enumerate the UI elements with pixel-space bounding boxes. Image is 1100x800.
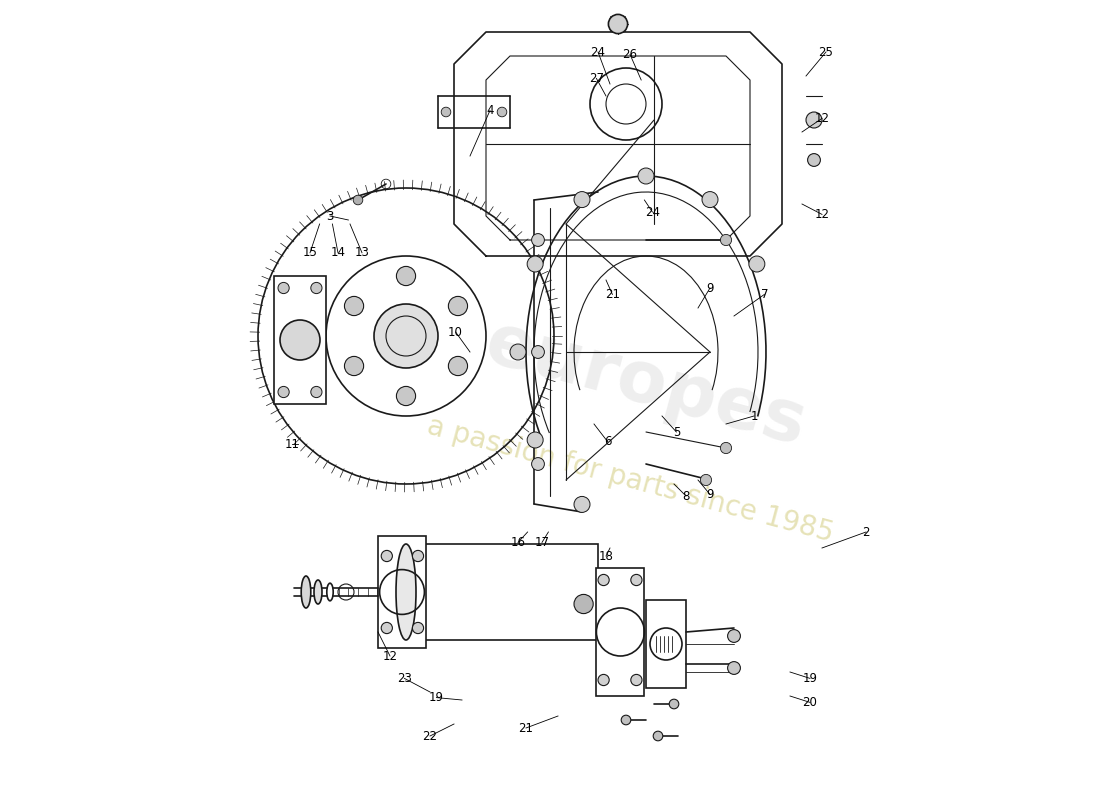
Circle shape [278, 386, 289, 398]
Text: 5: 5 [673, 426, 680, 438]
Text: 14: 14 [330, 246, 345, 259]
Text: a passion for parts since 1985: a passion for parts since 1985 [424, 412, 836, 548]
Text: 6: 6 [604, 435, 612, 448]
FancyBboxPatch shape [646, 600, 686, 688]
Circle shape [449, 297, 468, 316]
Circle shape [353, 195, 363, 205]
Circle shape [621, 715, 630, 725]
Circle shape [608, 14, 628, 34]
Text: 17: 17 [535, 536, 550, 549]
Circle shape [720, 234, 732, 246]
Circle shape [497, 107, 507, 117]
Circle shape [630, 674, 642, 686]
Circle shape [531, 346, 544, 358]
Ellipse shape [314, 580, 322, 604]
Circle shape [653, 731, 663, 741]
Circle shape [412, 622, 424, 634]
Circle shape [630, 574, 642, 586]
Circle shape [531, 234, 544, 246]
Circle shape [449, 357, 468, 376]
Circle shape [382, 550, 393, 562]
Circle shape [311, 282, 322, 294]
Circle shape [280, 320, 320, 360]
Text: 16: 16 [510, 536, 526, 549]
Circle shape [382, 622, 393, 634]
Text: 19: 19 [429, 691, 444, 704]
Text: 26: 26 [623, 48, 638, 61]
Circle shape [806, 112, 822, 128]
FancyBboxPatch shape [274, 276, 326, 404]
Text: 21: 21 [605, 288, 620, 301]
Text: 3: 3 [327, 210, 333, 222]
Text: 24: 24 [591, 46, 605, 58]
Circle shape [638, 168, 654, 184]
Circle shape [720, 442, 732, 454]
Text: 21: 21 [518, 722, 534, 734]
Text: 12: 12 [383, 650, 397, 662]
Text: 1: 1 [750, 410, 758, 422]
Circle shape [598, 674, 609, 686]
Circle shape [527, 256, 543, 272]
Circle shape [531, 458, 544, 470]
Text: 24: 24 [645, 206, 660, 218]
Circle shape [396, 266, 416, 286]
Circle shape [374, 304, 438, 368]
Text: 18: 18 [598, 550, 614, 562]
FancyBboxPatch shape [406, 544, 598, 640]
Text: 13: 13 [354, 246, 370, 259]
Ellipse shape [396, 544, 416, 640]
Text: 9: 9 [706, 282, 714, 294]
Circle shape [727, 662, 740, 674]
Text: 19: 19 [803, 672, 817, 685]
FancyBboxPatch shape [596, 568, 645, 696]
Circle shape [344, 297, 364, 316]
Circle shape [311, 386, 322, 398]
Circle shape [510, 344, 526, 360]
Text: 27: 27 [588, 72, 604, 85]
Text: 12: 12 [814, 112, 829, 125]
Circle shape [598, 574, 609, 586]
Circle shape [344, 357, 364, 376]
Text: 12: 12 [814, 208, 829, 221]
Circle shape [669, 699, 679, 709]
Text: 25: 25 [818, 46, 834, 58]
Circle shape [412, 550, 424, 562]
Circle shape [278, 282, 289, 294]
Circle shape [574, 191, 590, 207]
Ellipse shape [301, 576, 311, 608]
FancyBboxPatch shape [378, 536, 426, 648]
Text: europes: europes [477, 308, 814, 460]
Text: 15: 15 [302, 246, 318, 259]
Text: 9: 9 [706, 488, 714, 501]
Circle shape [574, 497, 590, 513]
Circle shape [807, 154, 821, 166]
Circle shape [702, 191, 718, 207]
Text: 11: 11 [285, 438, 300, 450]
Circle shape [527, 432, 543, 448]
Circle shape [441, 107, 451, 117]
Ellipse shape [327, 583, 333, 601]
Text: 8: 8 [682, 490, 690, 502]
Text: 22: 22 [422, 730, 438, 742]
Circle shape [396, 386, 416, 406]
Text: 23: 23 [397, 672, 411, 685]
Text: 10: 10 [448, 326, 463, 338]
Circle shape [701, 474, 712, 486]
Circle shape [727, 630, 740, 642]
Text: 4: 4 [486, 104, 494, 117]
Circle shape [749, 256, 764, 272]
Text: 2: 2 [862, 526, 870, 538]
Text: 20: 20 [803, 696, 817, 709]
Circle shape [574, 594, 593, 614]
Text: 7: 7 [761, 288, 768, 301]
